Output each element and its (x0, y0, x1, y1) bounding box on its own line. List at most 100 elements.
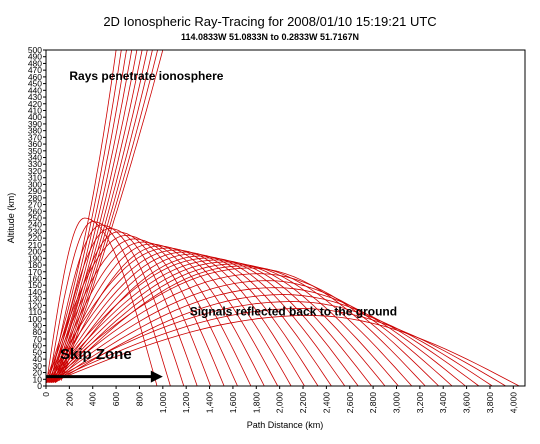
x-axis-label: Path Distance (km) (247, 420, 324, 430)
x-tick-label: 1,400 (205, 392, 215, 414)
x-tick-label: 3,400 (438, 392, 448, 414)
reflected-ray (52, 243, 265, 387)
reflected-ray (46, 247, 292, 387)
y-tick-label: 270 (28, 200, 42, 210)
y-tick-label: 480 (28, 58, 42, 68)
y-tick-label: 80 (33, 327, 43, 337)
reflected-ray (54, 265, 413, 387)
x-tick-label: 0 (41, 392, 51, 397)
x-tick-label: 800 (134, 392, 144, 406)
y-tick-label: 380 (28, 126, 42, 136)
annotation-label: Signals reflected back to the ground (190, 304, 397, 318)
y-tick-label: 470 (28, 65, 42, 75)
reflected-ray (48, 308, 506, 387)
annotation-label: Skip Zone (60, 346, 132, 363)
y-tick-label: 20 (33, 368, 43, 378)
y-tick-label: 200 (28, 247, 42, 257)
y-tick-label: 90 (33, 321, 43, 331)
y-tick-label: 360 (28, 139, 42, 149)
y-tick-label: 210 (28, 240, 42, 250)
chart-title: 2D Ionospheric Ray-Tracing for 2008/01/1… (103, 14, 437, 29)
y-tick-label: 410 (28, 105, 42, 115)
y-tick-label: 130 (28, 294, 42, 304)
y-tick-label: 280 (28, 193, 42, 203)
y-tick-label: 300 (28, 179, 42, 189)
reflected-ray (54, 294, 480, 387)
reflected-ray (50, 261, 386, 387)
reflected-ray (48, 238, 238, 387)
y-tick-label: 110 (28, 307, 42, 317)
reflected-ray (52, 228, 198, 387)
penetrating-ray (57, 49, 153, 381)
chart-subtitle: 114.0833W 51.0833N to 0.2833W 51.7167N (180, 32, 360, 42)
x-tick-label: 3,600 (462, 392, 472, 414)
reflected-ray (54, 245, 279, 387)
y-tick-label: 310 (28, 173, 42, 183)
y-tick-label: 350 (28, 146, 42, 156)
y-tick-label: 460 (28, 72, 42, 82)
x-tick-label: 3,800 (485, 392, 495, 414)
y-tick-label: 60 (33, 341, 43, 351)
x-tick-label: 4,000 (508, 392, 518, 414)
x-tick-label: 3,200 (415, 392, 425, 414)
skip-zone-arrowhead (150, 370, 163, 383)
y-tick-label: 40 (33, 354, 43, 364)
y-tick-label: 120 (28, 300, 42, 310)
y-tick-label: 400 (28, 112, 42, 122)
y-tick-label: 290 (28, 186, 42, 196)
reflected-ray (52, 253, 332, 387)
reflected-ray (50, 224, 185, 387)
y-tick-label: 320 (28, 166, 42, 176)
annotation-label: Rays penetrate ionosphere (69, 69, 223, 83)
x-tick-label: 2,800 (368, 392, 378, 414)
y-tick-label: 50 (33, 347, 43, 357)
y-axis-label: Altitude (km) (6, 193, 16, 244)
y-tick-label: 390 (28, 119, 42, 129)
y-tick-label: 370 (28, 132, 42, 142)
y-tick-label: 160 (28, 273, 42, 283)
reflected-ray (52, 263, 399, 387)
reflected-ray (52, 287, 466, 387)
y-tick-label: 440 (28, 85, 42, 95)
reflected-ray (46, 257, 359, 387)
x-tick-label: 2,200 (298, 392, 308, 414)
y-tick-label: 180 (28, 260, 42, 270)
penetrating-ray (50, 49, 133, 381)
y-tick-label: 10 (33, 374, 43, 384)
y-tick-label: 230 (28, 226, 42, 236)
reflected-ray (54, 231, 211, 387)
y-tick-label: 0 (37, 381, 42, 391)
ray-group (45, 49, 520, 387)
reflected-ray (50, 280, 453, 387)
y-tick-label: 330 (28, 159, 42, 169)
reflected-ray (46, 267, 426, 387)
annotation-group: Rays penetrate ionosphere Signals reflect… (46, 69, 397, 383)
y-tick-label: 150 (28, 280, 42, 290)
y-tick-label: 430 (28, 92, 42, 102)
x-tick-label: 1,800 (251, 392, 261, 414)
y-tick-label: 220 (28, 233, 42, 243)
reflected-ray (48, 259, 372, 387)
y-tick-label: 70 (33, 334, 43, 344)
reflected-ray (54, 255, 346, 387)
reflected-ray (48, 273, 439, 387)
x-tick-label: 200 (64, 392, 74, 406)
y-tick-label: 340 (28, 153, 42, 163)
y-axis: 0102030405060708090100110120130140150160… (28, 45, 46, 391)
y-tick-label: 420 (28, 99, 42, 109)
x-tick-label: 2,600 (345, 392, 355, 414)
x-tick-label: 3,000 (391, 392, 401, 414)
reflected-ray (46, 301, 493, 387)
penetrating-ray (59, 49, 158, 381)
reflected-ray (50, 251, 319, 387)
y-tick-label: 140 (28, 287, 42, 297)
y-tick-label: 490 (28, 52, 42, 62)
x-tick-label: 400 (88, 392, 98, 406)
x-tick-label: 600 (111, 392, 121, 406)
reflected-ray (50, 241, 252, 387)
y-tick-label: 450 (28, 79, 42, 89)
y-tick-label: 190 (28, 253, 42, 263)
x-tick-label: 2,400 (321, 392, 331, 414)
y-tick-label: 500 (28, 45, 42, 55)
